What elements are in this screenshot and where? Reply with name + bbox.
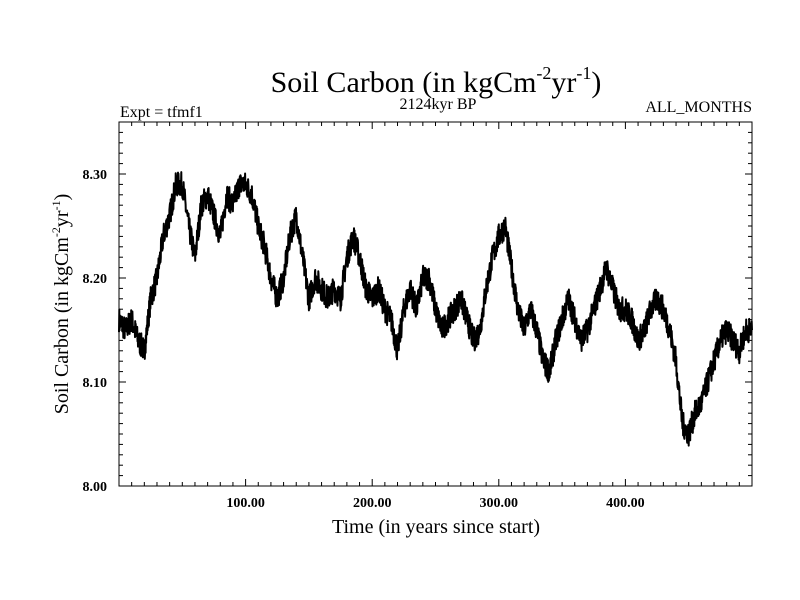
months-label: ALL_MONTHS bbox=[645, 99, 752, 116]
y-axis: 8.00 8.10 8.20 8.30 bbox=[83, 131, 752, 495]
chart-title: Soil Carbon (in kgCm-2yr-1) bbox=[271, 63, 602, 99]
chart-subtitle: 2124kyr BP bbox=[400, 96, 477, 113]
y-axis-title: Soil Carbon (in kgCm-2yr-1) bbox=[49, 194, 73, 415]
y-tick-label: 8.20 bbox=[83, 272, 108, 287]
title-sup1: -2 bbox=[536, 63, 551, 83]
y-tick-label: 8.10 bbox=[83, 376, 108, 391]
x-axis: 100.00 200.00 300.00 400.00 bbox=[131, 122, 740, 511]
expt-label: Expt = tfmf1 bbox=[120, 104, 203, 121]
title-mid: yr bbox=[551, 66, 576, 99]
x-tick-label: 300.00 bbox=[480, 496, 519, 511]
y-tick-label: 8.00 bbox=[83, 480, 108, 495]
ylabel-end: ) bbox=[51, 194, 73, 201]
x-tick-label: 100.00 bbox=[226, 496, 265, 511]
y-tick-label: 8.30 bbox=[83, 168, 108, 183]
ylabel-mid: yr bbox=[51, 210, 73, 227]
title-sup2: -1 bbox=[576, 63, 591, 83]
ylabel-main: Soil Carbon (in kgCm bbox=[51, 237, 73, 415]
soil-carbon-series-line bbox=[118, 171, 753, 447]
x-tick-label: 400.00 bbox=[606, 496, 645, 511]
title-main: Soil Carbon (in kgCm bbox=[271, 66, 537, 99]
x-axis-title: Time (in years since start) bbox=[332, 516, 540, 538]
title-end: ) bbox=[591, 66, 601, 99]
ylabel-sup1: -2 bbox=[49, 227, 63, 237]
ylabel-sup2: -1 bbox=[49, 200, 63, 210]
x-tick-label: 200.00 bbox=[353, 496, 392, 511]
